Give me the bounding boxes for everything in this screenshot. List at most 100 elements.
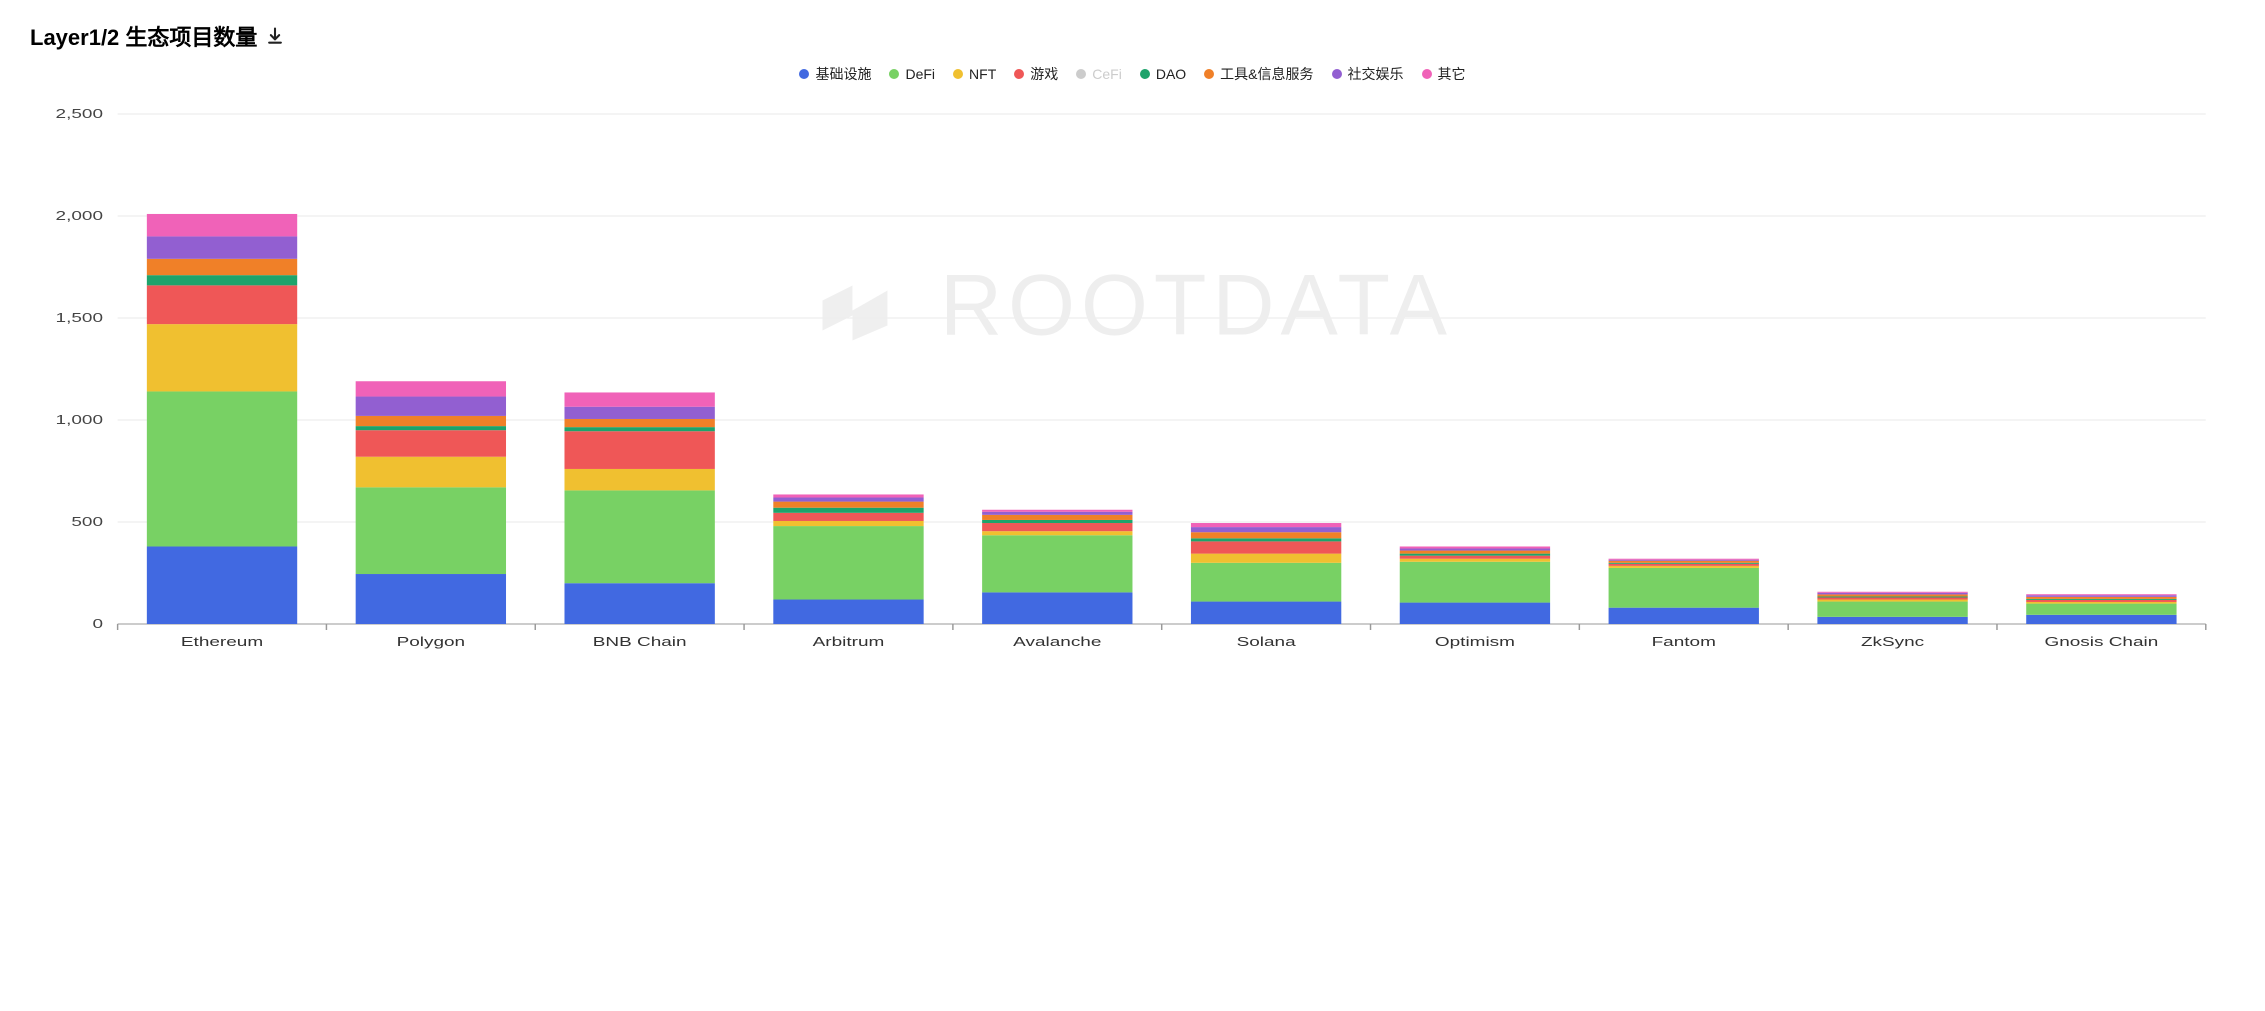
bar-segment[interactable] [773,513,923,521]
bar-segment[interactable] [356,397,506,416]
bar-segment[interactable] [564,490,714,583]
x-category-label: Ethereum [181,635,263,649]
bar-segment[interactable] [773,502,923,508]
bar-segment[interactable] [1609,564,1759,566]
legend-item-social[interactable]: 社交娱乐 [1332,64,1404,84]
bar-segment[interactable] [1400,603,1550,624]
bar-segment[interactable] [1817,593,1967,595]
bar-segment[interactable] [1400,554,1550,556]
bar-segment[interactable] [982,531,1132,535]
bar-segment[interactable] [773,526,923,599]
bar-segment[interactable] [982,510,1132,512]
bar-segment[interactable] [1609,608,1759,624]
bar-segment[interactable] [564,431,714,469]
bar-segment[interactable] [773,600,923,624]
bar-segment[interactable] [356,430,506,457]
bar-segment[interactable] [1817,602,1967,617]
bar-segment[interactable] [1817,592,1967,593]
bar-segment[interactable] [1191,532,1341,538]
bar-segment[interactable] [2026,594,2176,595]
bar-segment[interactable] [773,498,923,502]
bar-segment[interactable] [564,392,714,406]
bar-segment[interactable] [1191,554,1341,563]
legend-item-defi[interactable]: DeFi [889,66,935,82]
y-tick-label: 1,500 [56,311,103,325]
bar-segment[interactable] [982,523,1132,531]
bar-segment[interactable] [982,592,1132,624]
legend-item-nft[interactable]: NFT [953,66,996,82]
legend-item-cefi[interactable]: CeFi [1076,66,1122,82]
download-icon[interactable] [265,26,285,46]
bar-segment[interactable] [1609,563,1759,564]
bar-segment[interactable] [356,457,506,488]
bar-segment[interactable] [1817,594,1967,596]
bar-segment[interactable] [2026,595,2176,597]
bar-segment[interactable] [1609,566,1759,568]
bar-segment[interactable] [1191,541,1341,553]
bar-segment[interactable] [1609,559,1759,560]
bar-segment[interactable] [564,419,714,427]
bar-segment[interactable] [564,583,714,624]
bar-segment[interactable] [1817,596,1967,597]
bar-segment[interactable] [1609,561,1759,563]
chart-title: Layer1/2 生态项目数量 [30,20,257,52]
bar-segment[interactable] [1609,560,1759,561]
legend-swatch [1332,69,1342,79]
bar-segment[interactable] [1400,549,1550,551]
bar-segment[interactable] [1609,568,1759,608]
bar-segment[interactable] [982,535,1132,592]
bar-segment[interactable] [982,512,1132,515]
legend-label: 工具&信息服务 [1220,64,1313,84]
bar-segment[interactable] [1191,527,1341,532]
bar-segment[interactable] [773,508,923,513]
bar-segment[interactable] [1400,556,1550,559]
bar-segment[interactable] [2026,597,2176,599]
bar-segment[interactable] [1400,546,1550,548]
bar-segment[interactable] [147,236,297,258]
bar-segment[interactable] [564,469,714,490]
bar-segment[interactable] [1191,563,1341,602]
legend-label: CeFi [1092,66,1122,82]
bar-segment[interactable] [2026,599,2176,600]
bar-segment[interactable] [1817,597,1967,599]
bar-segment[interactable] [982,520,1132,523]
bar-segment[interactable] [147,285,297,324]
bar-segment[interactable] [1817,617,1967,624]
bar-segment[interactable] [2026,602,2176,604]
bar-segment[interactable] [1817,600,1967,602]
bar-segment[interactable] [147,324,297,391]
bar-segment[interactable] [147,546,297,624]
bar-segment[interactable] [1400,551,1550,554]
bar-segment[interactable] [1191,538,1341,541]
bar-segment[interactable] [356,574,506,624]
bar-segment[interactable] [1191,523,1341,527]
bar-segment[interactable] [773,521,923,526]
bar-segment[interactable] [147,259,297,275]
bar-segment[interactable] [2026,600,2176,602]
bar-segment[interactable] [356,487,506,574]
bar-segment[interactable] [564,407,714,419]
legend-item-tools[interactable]: 工具&信息服务 [1204,64,1313,84]
bar-segment[interactable] [356,426,506,430]
legend-item-game[interactable]: 游戏 [1014,64,1058,84]
bar-segment[interactable] [773,494,923,497]
bar-segment[interactable] [982,515,1132,520]
legend-item-other[interactable]: 其它 [1422,64,1466,84]
legend-label: 基础设施 [815,64,871,84]
legend-item-dao[interactable]: DAO [1140,66,1186,82]
bar-segment[interactable] [564,427,714,431]
legend-item-infra[interactable]: 基础设施 [799,64,871,84]
bar-segment[interactable] [356,416,506,426]
bar-segment[interactable] [1400,559,1550,562]
bar-segment[interactable] [356,381,506,396]
legend-label: 其它 [1438,64,1466,84]
legend-swatch [1140,69,1150,79]
bar-segment[interactable] [147,275,297,285]
bar-segment[interactable] [2026,604,2176,615]
bar-segment[interactable] [1191,602,1341,624]
bar-segment[interactable] [2026,615,2176,624]
bar-segment[interactable] [147,391,297,546]
bar-segment[interactable] [1400,562,1550,603]
bar-segment[interactable] [147,214,297,236]
x-category-label: Solana [1237,635,1297,649]
